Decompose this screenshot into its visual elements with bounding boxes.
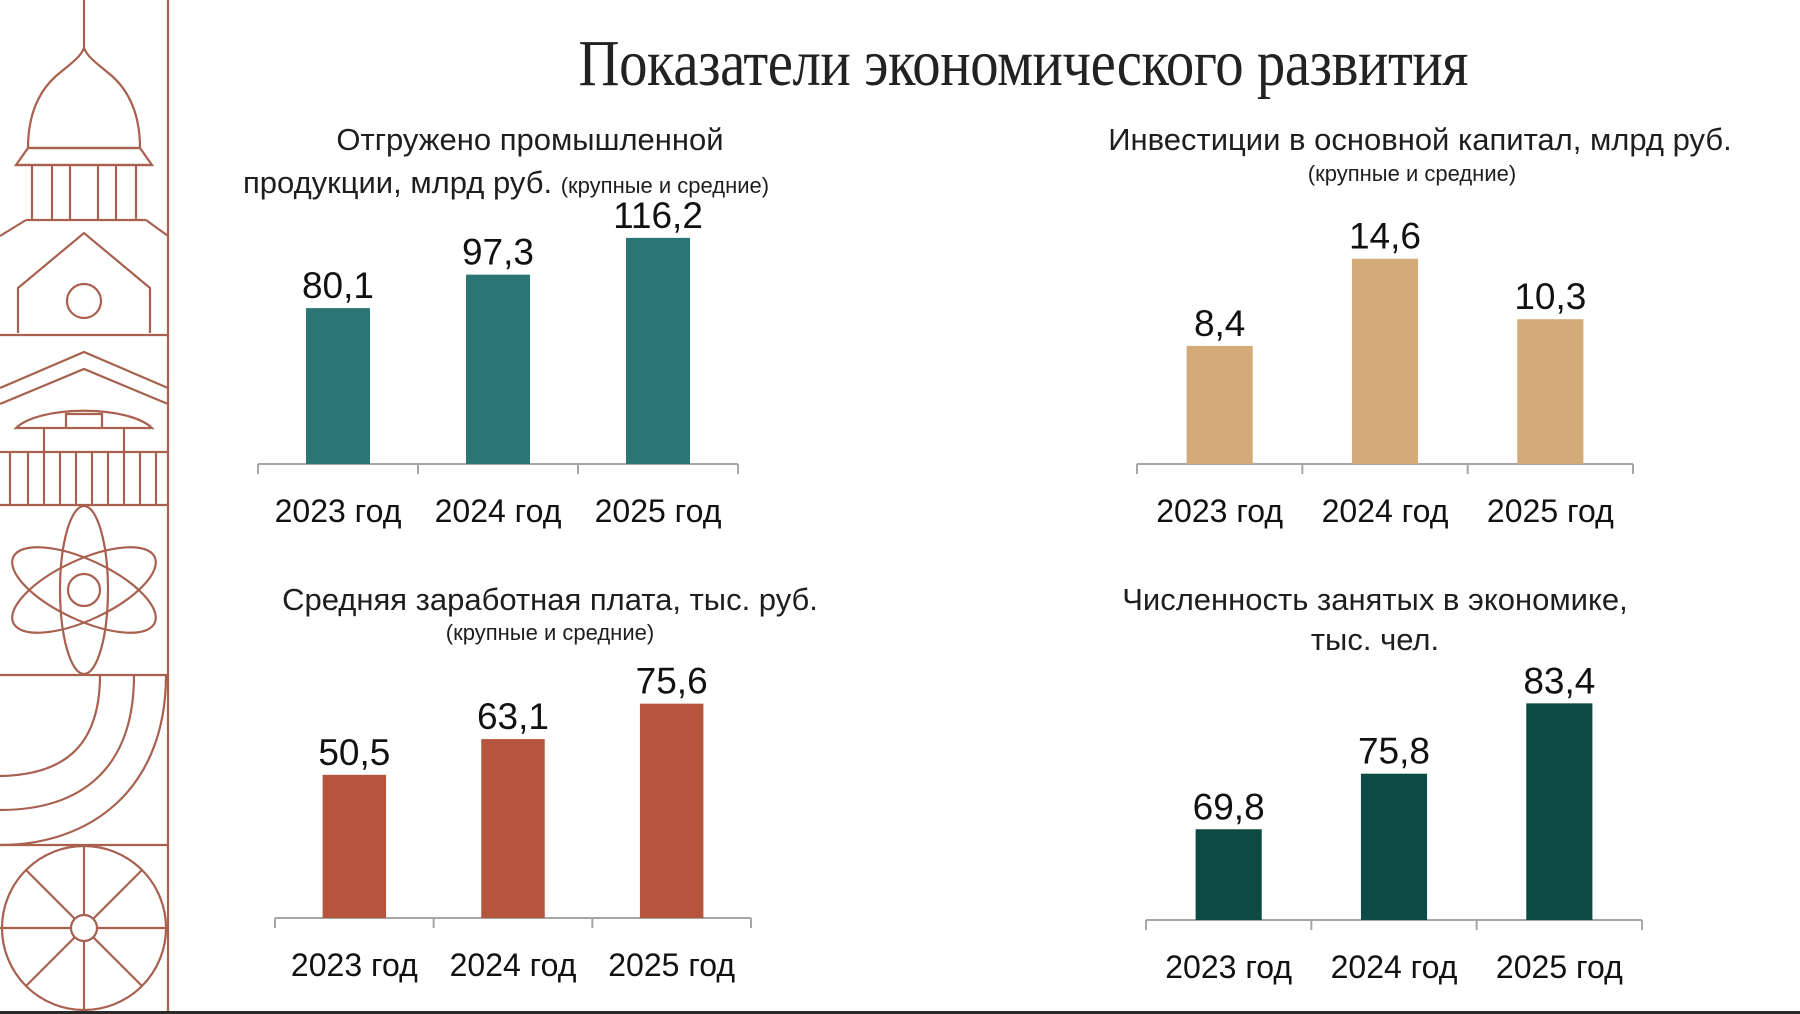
chart-1-title-line2: продукции, млрд руб. (243, 165, 553, 200)
chart-3-title-note: (крупные и средние) (445, 620, 655, 645)
chart-3: 50,5 2023 год 63,1 2024 год 75,6 2025 год (274, 661, 752, 983)
data-label: 8,4 (1194, 303, 1245, 344)
x-tick-label: 2023 год (291, 947, 418, 983)
bar-1 (1186, 345, 1253, 464)
x-tick-label: 2024 год (1322, 493, 1449, 529)
bar-1 (322, 774, 387, 918)
chart-4-title-line2: тыс. чел. (1310, 622, 1440, 657)
x-tick-label: 2024 год (435, 493, 562, 529)
x-tick-label: 2025 год (1487, 493, 1614, 529)
data-label: 75,8 (1358, 731, 1430, 772)
x-tick-label: 2024 год (450, 947, 577, 983)
chart-2: 8,4 2023 год 14,6 2024 год 10,3 2025 год (1136, 216, 1634, 529)
bar-2 (481, 739, 545, 918)
atom-icon (0, 504, 168, 677)
wheel-icon (0, 844, 168, 1012)
x-tick-label: 2025 год (608, 947, 735, 983)
data-label: 69,8 (1193, 786, 1265, 827)
chart-4: 69,8 2023 год 75,8 2024 год 83,4 2025 год (1145, 660, 1643, 985)
data-label: 63,1 (477, 696, 549, 737)
gable-house-icon (0, 231, 168, 337)
bar-1 (1195, 829, 1262, 920)
bar-3 (639, 703, 704, 918)
data-label: 83,4 (1523, 660, 1595, 701)
chart-1-title-line2-wrap: продукции, млрд руб. (крупные и средние) (243, 162, 883, 207)
chart-4-title-line1: Численность занятых в экономике, (1122, 582, 1628, 617)
decorative-panel (0, 0, 170, 1012)
x-tick-label: 2023 год (1156, 493, 1283, 529)
data-label: 80,1 (302, 265, 374, 306)
x-tick-label: 2023 год (275, 493, 402, 529)
chart-3-title-line1: Средняя заработная плата, тыс. руб. (282, 582, 818, 617)
bar-3 (1526, 703, 1593, 920)
bar-2 (1351, 258, 1419, 464)
page-title: Показатели экономического развития (578, 27, 1469, 100)
bar-3 (626, 237, 690, 464)
dome-icon (0, 0, 169, 237)
bar-1 (306, 308, 370, 464)
bar-2 (1360, 773, 1428, 920)
bottom-border (0, 1011, 1800, 1014)
data-label: 116,2 (613, 195, 703, 236)
chart-2-title-note: (крупные и средние) (1307, 161, 1517, 186)
x-tick-label: 2024 год (1331, 949, 1458, 985)
data-label: 50,5 (318, 732, 390, 773)
x-tick-label: 2025 год (1496, 949, 1623, 985)
chart-1-title-note: (крупные и средние) (560, 173, 770, 198)
chart-1: 80,1 2023 год 97,3 2024 год 116,2 2025 год (257, 195, 739, 529)
data-label: 97,3 (462, 232, 534, 273)
data-label: 10,3 (1514, 276, 1586, 317)
x-tick-label: 2023 год (1165, 949, 1292, 985)
data-label: 14,6 (1349, 216, 1421, 257)
roof-facade-icon (0, 350, 169, 452)
data-label: 75,6 (636, 661, 708, 702)
bar-3 (1517, 319, 1584, 464)
chart-1-title-line1: Отгружено промышленной (336, 122, 724, 157)
x-tick-label: 2025 год (595, 493, 722, 529)
bar-2 (466, 274, 530, 464)
chart-2-title-line1: Инвестиции в основной капитал, млрд руб. (1108, 122, 1732, 157)
